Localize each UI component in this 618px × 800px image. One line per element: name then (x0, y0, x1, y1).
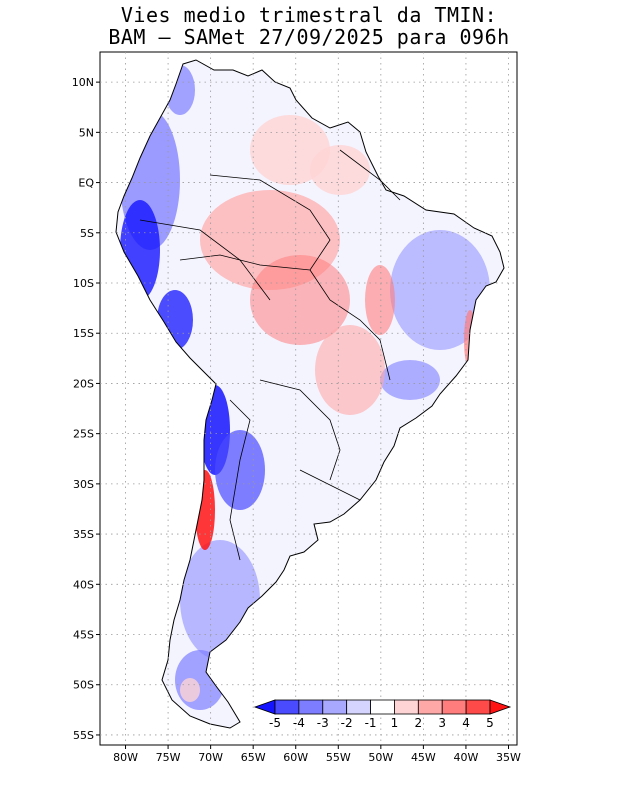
colorbar-label: 3 (438, 716, 446, 730)
colorbar-label: -3 (317, 716, 329, 730)
y-tick-label: 10N (72, 76, 94, 89)
y-tick-label: 35S (73, 528, 94, 541)
colorbar-label: 4 (462, 716, 470, 730)
y-tick-label: 5N (79, 126, 94, 139)
colorbar-segment (370, 699, 395, 715)
x-tick-label: 65W (241, 751, 266, 764)
colorbar-segment (346, 699, 371, 715)
y-tick-label: 50S (73, 679, 94, 692)
y-tick-label: 15S (73, 327, 94, 340)
x-tick-label: 80W (113, 751, 138, 764)
x-tick-label: 45W (411, 751, 436, 764)
x-tick-label: 50W (368, 751, 393, 764)
colorbar-segment (465, 699, 491, 715)
colorbar-label: 5 (486, 716, 494, 730)
x-tick-label: 60W (283, 751, 308, 764)
colorbar-label: -4 (293, 716, 305, 730)
y-tick-label: 5S (80, 227, 94, 240)
y-tick-label: EQ (78, 177, 94, 190)
x-tick-label: 55W (326, 751, 351, 764)
x-tick-label: 70W (198, 751, 223, 764)
y-tick-label: 45S (73, 629, 94, 642)
x-tick-label: 75W (156, 751, 181, 764)
y-tick-label: 30S (73, 478, 94, 491)
y-tick-label: 40S (73, 578, 94, 591)
colorbar-segment (274, 699, 300, 715)
lat-tick-labels: 10N 5N EQ 5S 10S 15S 20S 25S 30S 35S 40S 45S 50S 55S (72, 76, 95, 742)
colorbar-segment (441, 699, 467, 715)
country-borders (139, 149, 401, 561)
lon-tick-labels: 80W 75W 70W 65W 60W 55W 50W 45W 40W 35W (113, 751, 521, 764)
grid-lines (96, 52, 517, 749)
x-tick-label: 40W (454, 751, 479, 764)
y-tick-label: 55S (73, 729, 94, 742)
colorbar-segment (417, 699, 443, 715)
x-tick-label: 35W (496, 751, 521, 764)
colorbar: -5 -4 -3 -2 -1 1 2 3 4 5 (253, 699, 512, 730)
chart-title-line1: Vies medio trimestral da TMIN: (120, 3, 498, 27)
colorbar-label: 2 (415, 716, 423, 730)
colorbar-label: -2 (341, 716, 353, 730)
colorbar-high-arrow (489, 699, 512, 715)
colorbar-label: -5 (269, 716, 281, 730)
y-tick-label: 20S (73, 377, 94, 390)
colorbar-segment (322, 699, 348, 715)
colorbar-label: -1 (365, 716, 377, 730)
colorbar-segment (394, 699, 419, 715)
colorbar-label: 1 (391, 716, 399, 730)
chart-title-line2: BAM – SAMet 27/09/2025 para 096h (108, 25, 510, 49)
colorbar-segment (298, 699, 324, 715)
y-tick-label: 10S (73, 277, 94, 290)
y-tick-label: 25S (73, 428, 94, 441)
